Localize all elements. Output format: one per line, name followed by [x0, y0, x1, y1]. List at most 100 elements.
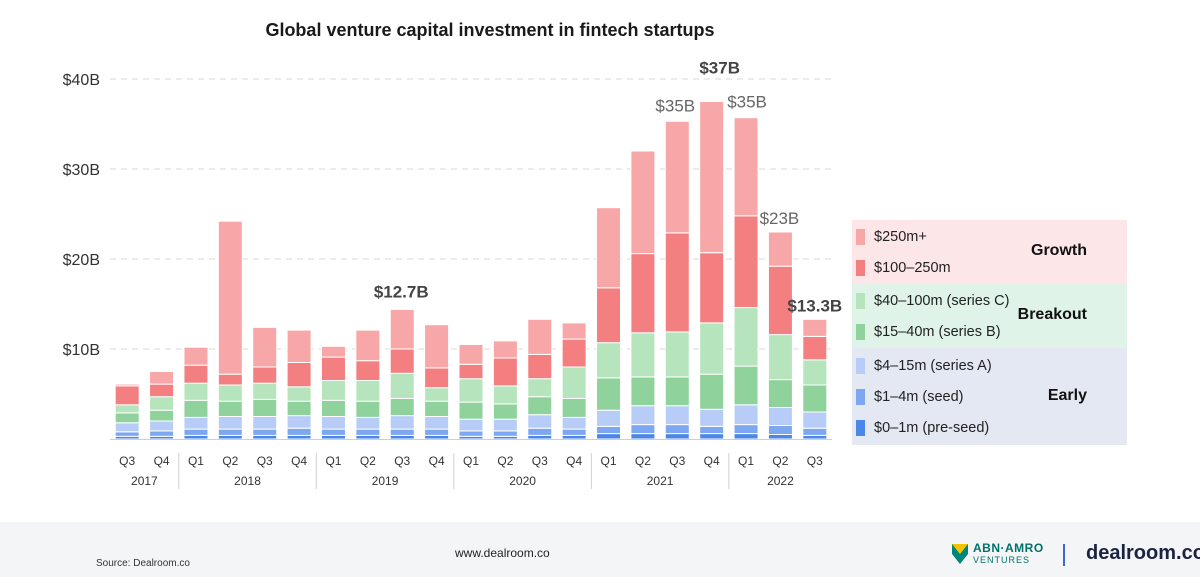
x-tick-label: Q1 — [325, 454, 341, 468]
bar-segment — [492, 418, 518, 432]
bar-segment — [561, 416, 587, 430]
bar-segment — [183, 382, 209, 401]
y-tick-label: $40B — [63, 72, 100, 89]
bar-segment — [561, 434, 587, 440]
bar-segment — [183, 346, 209, 366]
x-tick-label: Q3 — [532, 454, 548, 468]
bar-segment — [389, 398, 415, 417]
bar-segment — [183, 428, 209, 436]
bar-segment — [114, 412, 140, 424]
bar-segment — [596, 377, 622, 411]
bar-segment — [114, 422, 140, 433]
bar-segment — [355, 428, 381, 436]
bar-segment — [458, 363, 484, 380]
year-label: 2018 — [234, 474, 261, 488]
source-note: Source: Dealroom.co — [96, 558, 190, 569]
bar-segment — [733, 365, 759, 406]
bar-segment — [389, 434, 415, 440]
x-tick-label: Q4 — [154, 454, 170, 468]
abn-sub: VENTURES — [973, 555, 1031, 565]
bar-segment — [596, 207, 622, 289]
legend-swatch — [856, 388, 865, 405]
logo-divider — [1063, 544, 1065, 566]
stacked-bar-chart: $10B $20B $30B $40B Q3 Q4 Q1 Q2 Q3 Q4 Q1 Q2 Q3 Q4 Q1 Q2… — [63, 59, 842, 489]
bar-segment — [664, 433, 690, 440]
bar-segment — [217, 384, 243, 402]
bar-segment — [458, 344, 484, 365]
bar-segment — [630, 332, 656, 378]
bar-segment — [217, 434, 243, 440]
bar-segment — [286, 386, 312, 402]
x-tick-label: Q2 — [360, 454, 376, 468]
bar-segment — [561, 398, 587, 418]
legend-label: $0–1m (pre-seed) — [874, 419, 990, 436]
bar-segment — [527, 378, 553, 398]
bar-segment — [767, 265, 793, 336]
bar-segment — [527, 414, 553, 429]
bar-segment — [561, 322, 587, 340]
bar-segment — [252, 434, 278, 440]
x-tick-label: Q1 — [463, 454, 479, 468]
bar-segment — [424, 434, 450, 440]
bar-segment — [699, 322, 725, 375]
bar-segment — [320, 399, 346, 417]
x-tick-label: Q2 — [222, 454, 238, 468]
bar-segment — [596, 433, 622, 440]
legend-swatch — [856, 357, 865, 374]
bar-segment — [733, 404, 759, 426]
bar-segment — [802, 434, 828, 440]
bar-segment — [664, 331, 690, 378]
bar-segment — [492, 403, 518, 420]
legend-item: $1–4m (seed) — [856, 387, 963, 407]
bar-segment — [355, 416, 381, 430]
bar-segment — [149, 371, 175, 385]
bar-segment — [492, 340, 518, 359]
bar-segment — [802, 359, 828, 386]
y-tick-label: $10B — [63, 342, 100, 359]
bar-segment — [114, 383, 140, 387]
year-label: 2019 — [372, 474, 399, 488]
year-label: 2020 — [509, 474, 536, 488]
legend-item: $15–40m (series B) — [856, 322, 1001, 342]
bar-segment — [286, 427, 312, 436]
bar-segment — [286, 400, 312, 417]
bar-segment — [802, 318, 828, 337]
bar-segment — [355, 400, 381, 418]
bar-segment — [733, 424, 759, 435]
bar-segment — [492, 430, 518, 437]
footer: Source: Dealroom.co www.dealroom.co ABN·… — [0, 522, 1200, 577]
bar-segment — [527, 427, 553, 436]
bar-segment — [699, 433, 725, 440]
abn-amro-ventures-logo: ABN·AMRO VENTURES — [952, 542, 1044, 565]
bar-segment — [527, 396, 553, 416]
legend-swatch — [856, 228, 865, 245]
bar-segment — [767, 231, 793, 267]
total-annotation: $23B — [760, 209, 800, 228]
bar-segment — [664, 232, 690, 333]
x-tick-label: Q2 — [497, 454, 513, 468]
bar-segment — [802, 411, 828, 429]
bar-segment — [767, 379, 793, 409]
total-annotation: $13.3B — [787, 296, 842, 315]
bar-segment — [596, 409, 622, 427]
bar-segment — [320, 345, 346, 358]
website-link[interactable]: www.dealroom.co — [455, 546, 550, 560]
bar-segment — [733, 215, 759, 309]
bar-segment — [183, 364, 209, 384]
bar-segment — [183, 434, 209, 440]
legend-swatch — [856, 292, 865, 309]
total-annotation: $12.7B — [374, 282, 429, 301]
bar-segment — [286, 329, 312, 364]
bar-segment — [664, 120, 690, 234]
bar-segment — [217, 428, 243, 436]
bar-segment — [733, 117, 759, 217]
bar-segment — [149, 396, 175, 411]
y-tick-label: $20B — [63, 252, 100, 269]
bar-segment — [389, 308, 415, 350]
legend-group-early: $4–15m (series A) $1–4m (seed) $0–1m (pre-… — [852, 348, 1127, 445]
year-label: 2021 — [647, 474, 674, 488]
legend-label: $1–4m (seed) — [874, 388, 964, 405]
chart-title: Global venture capital investment in fin… — [265, 20, 715, 40]
bar-segment — [424, 387, 450, 402]
legend-swatch — [856, 259, 865, 276]
